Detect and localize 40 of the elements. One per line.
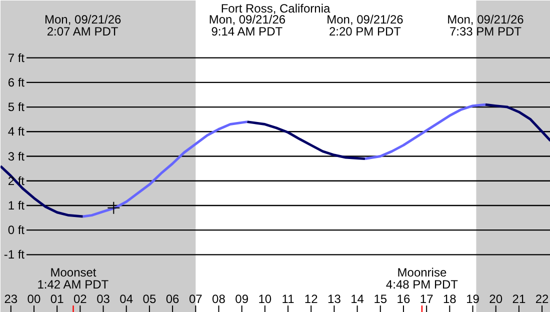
x-tick-label: 23 (4, 292, 18, 306)
annotation: Mon, 09/21/26 9:14 AM PDT (208, 12, 286, 38)
x-tick-label: 18 (442, 292, 457, 306)
x-tick-label: 12 (304, 292, 318, 306)
x-tick-label: 08 (212, 292, 226, 306)
annotation: Moonrise 4:48 PM PDT (386, 266, 459, 292)
annotation: Mon, 09/21/26 2:07 AM PDT (44, 12, 122, 38)
x-tick-label: 11 (282, 292, 295, 306)
annotation: Mon, 09/21/26 2:20 PM PDT (326, 12, 404, 38)
x-tick-label: 00 (27, 292, 41, 306)
y-tick-label: 3 ft (8, 149, 26, 164)
x-tick-label: 06 (166, 292, 180, 306)
y-tick-label: 7 ft (8, 50, 26, 65)
x-tick-label: 14 (350, 292, 364, 306)
x-tick-label: 01 (50, 292, 64, 306)
x-tick-label: 07 (188, 292, 203, 306)
x-tick-label: 16 (396, 292, 410, 306)
x-tick-label: 15 (374, 292, 388, 306)
x-tick-label: 05 (142, 292, 156, 306)
x-tick-label: 09 (235, 292, 249, 306)
x-tick-label: 22 (535, 292, 550, 306)
chart-title: Fort Ross, California (220, 2, 331, 16)
x-tick-label: 17 (420, 292, 434, 306)
y-tick-label: 6 ft (8, 75, 26, 90)
y-tick-label: 5 ft (8, 100, 26, 114)
y-tick-label: 4 ft (8, 124, 26, 139)
x-tick-label: 10 (258, 292, 272, 306)
y-tick-label: -1 ft (4, 248, 26, 262)
y-tick-label: 0 ft (8, 223, 26, 238)
x-tick-label: 19 (466, 292, 480, 306)
x-tick-label: 20 (489, 292, 503, 306)
x-tick-label: 03 (96, 292, 110, 306)
x-tick-label: 21 (512, 292, 526, 306)
annotation: Moonset 1:42 AM PDT (37, 266, 110, 292)
x-tick-label: 13 (328, 292, 342, 306)
y-tick-label: 1 ft (8, 198, 26, 212)
x-tick-label: 04 (120, 292, 134, 306)
annotation: Mon, 09/21/26 7:33 PM PDT (447, 12, 524, 38)
y-tick-label: 2 ft (8, 174, 26, 188)
x-tick-label: 02 (73, 292, 88, 306)
